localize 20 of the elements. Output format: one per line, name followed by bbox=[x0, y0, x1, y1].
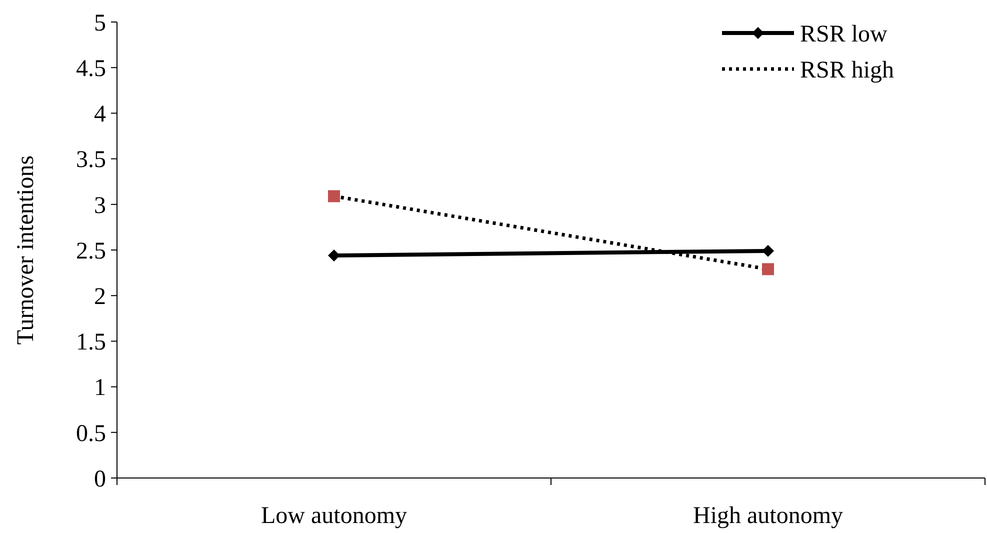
y-tick-label: 1.5 bbox=[76, 330, 106, 356]
point bbox=[328, 190, 340, 202]
y-tick-label: 2 bbox=[94, 284, 106, 310]
y-tick-label: 4 bbox=[94, 102, 106, 128]
legend-label: RSR high bbox=[800, 57, 894, 84]
y-tick-label: 1 bbox=[94, 375, 106, 402]
y-tick-label: 0.5 bbox=[76, 420, 106, 447]
y-axis-title: Turnover intentions bbox=[13, 155, 39, 345]
point bbox=[762, 263, 774, 276]
y-tick-label: 4.5 bbox=[76, 56, 106, 82]
y-tick-label: 2.5 bbox=[76, 238, 106, 264]
x-tick-label: High autonomy bbox=[693, 503, 843, 529]
x-tick-label: Low autonomy bbox=[261, 503, 407, 529]
y-tick-label: 3 bbox=[94, 192, 106, 219]
y-tick-label: 3.5 bbox=[76, 147, 106, 174]
point bbox=[328, 249, 340, 262]
legend-label: RSR low bbox=[800, 21, 888, 48]
y-tick-label: 5 bbox=[94, 10, 106, 36]
y-tick-label: 0 bbox=[94, 466, 106, 492]
point bbox=[762, 244, 774, 257]
